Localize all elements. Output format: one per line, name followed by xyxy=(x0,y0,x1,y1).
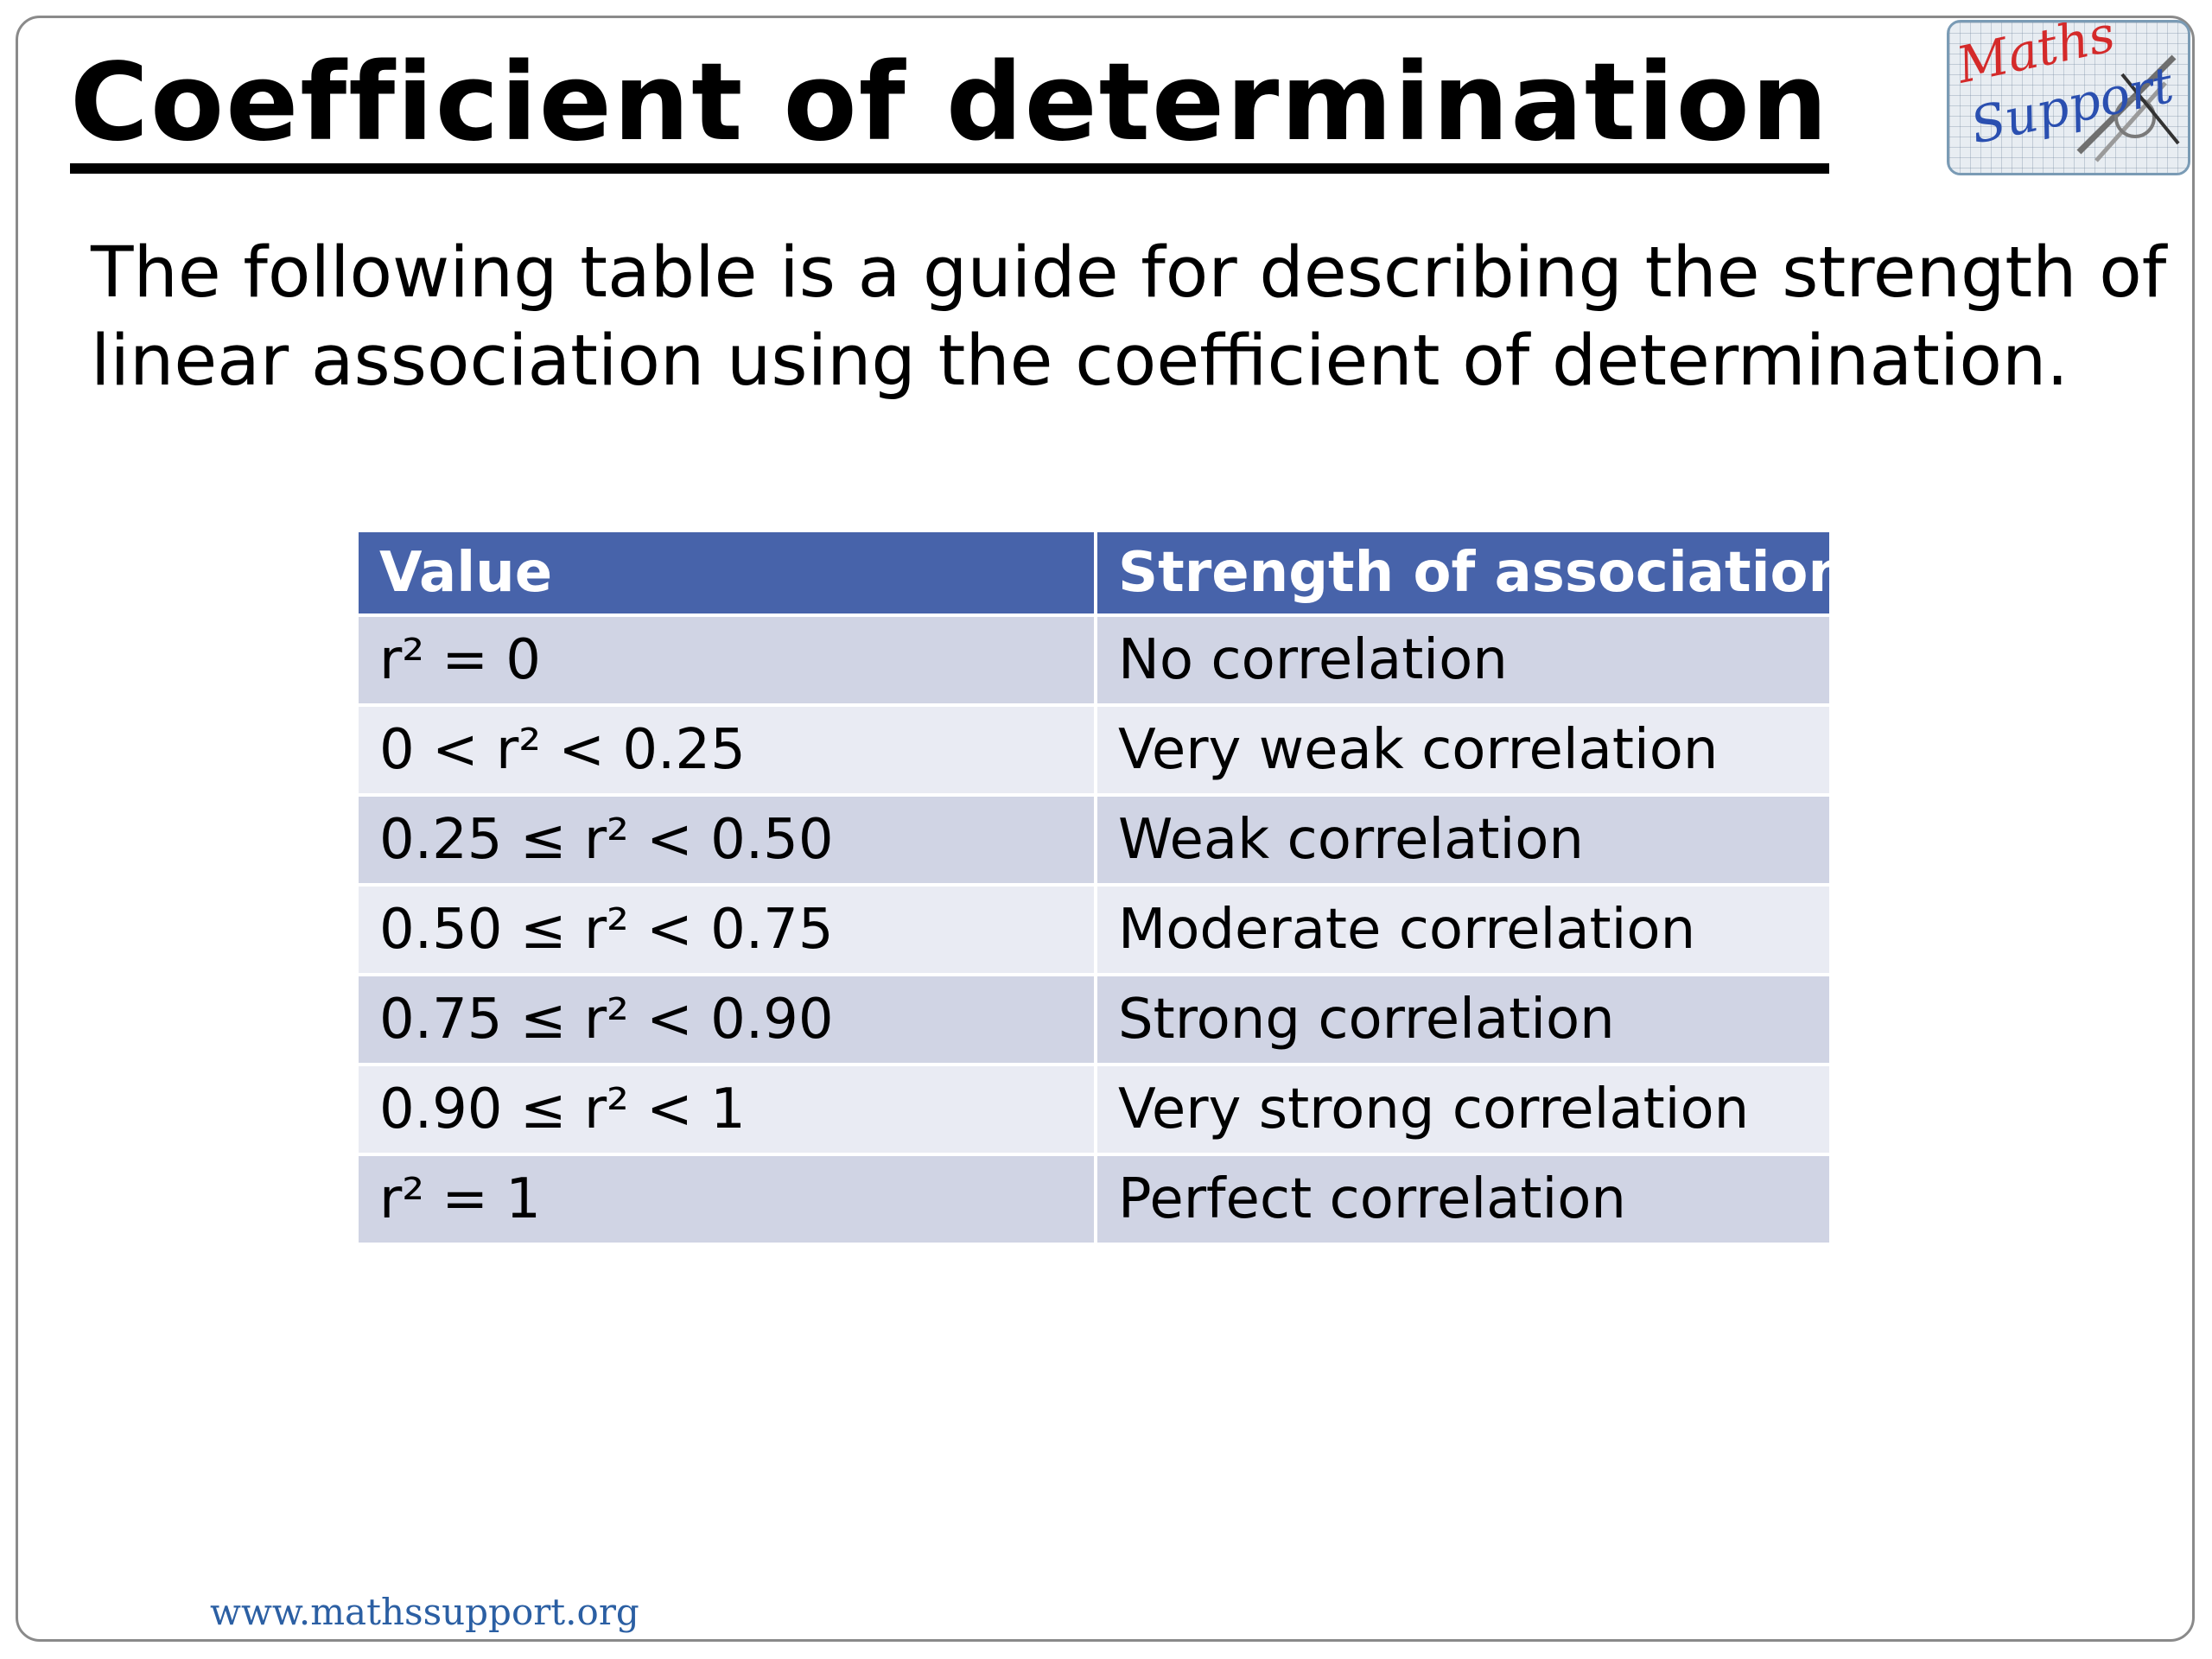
value-cell: r² = 0 xyxy=(355,613,1097,707)
value-cell: 0.25 ≤ r² < 0.50 xyxy=(355,793,1097,887)
footer-url[interactable]: www.mathssupport.org xyxy=(210,1591,639,1633)
slide: Coefficient of determination Maths Suppo… xyxy=(16,16,2195,1642)
table-row: r² = 0 No correlation xyxy=(355,613,1833,707)
strength-cell: Perfect correlation xyxy=(1094,1153,1833,1246)
value-cell: 0.50 ≤ r² < 0.75 xyxy=(355,883,1097,976)
table-row: 0.75 ≤ r² < 0.90 Strong correlation xyxy=(355,973,1833,1066)
table-header-row: Value Strength of association xyxy=(355,529,1847,617)
strength-cell: Very weak correlation xyxy=(1094,703,1833,797)
header-value: Value xyxy=(355,529,1097,617)
strength-cell: Very strong correlation xyxy=(1094,1063,1833,1156)
value-cell: 0.90 ≤ r² < 1 xyxy=(355,1063,1097,1156)
strength-cell: Weak correlation xyxy=(1094,793,1833,887)
table-row: 0.50 ≤ r² < 0.75 Moderate correlation xyxy=(355,883,1833,976)
table-row: 0.90 ≤ r² < 1 Very strong correlation xyxy=(355,1063,1833,1156)
value-cell: 0 < r² < 0.25 xyxy=(355,703,1097,797)
association-table: Value Strength of association r² = 0 No … xyxy=(355,529,1847,1246)
compass-ruler-icon: Maths Support xyxy=(1951,22,2180,162)
value-cell: 0.75 ≤ r² < 0.90 xyxy=(355,973,1097,1066)
strength-cell: Strong correlation xyxy=(1094,973,1833,1066)
value-cell: r² = 1 xyxy=(355,1153,1097,1246)
slide-title: Coefficient of determination xyxy=(70,44,1830,175)
table-row: 0 < r² < 0.25 Very weak correlation xyxy=(355,703,1833,797)
maths-support-logo: Maths Support xyxy=(1947,20,2190,175)
table-row: r² = 1 Perfect correlation xyxy=(355,1153,1833,1246)
intro-paragraph: The following table is a guide for descr… xyxy=(91,232,2167,402)
table-row: 0.25 ≤ r² < 0.50 Weak correlation xyxy=(355,793,1833,887)
header-strength: Strength of association xyxy=(1094,529,1847,617)
strength-cell: No correlation xyxy=(1094,613,1833,707)
strength-cell: Moderate correlation xyxy=(1094,883,1833,976)
